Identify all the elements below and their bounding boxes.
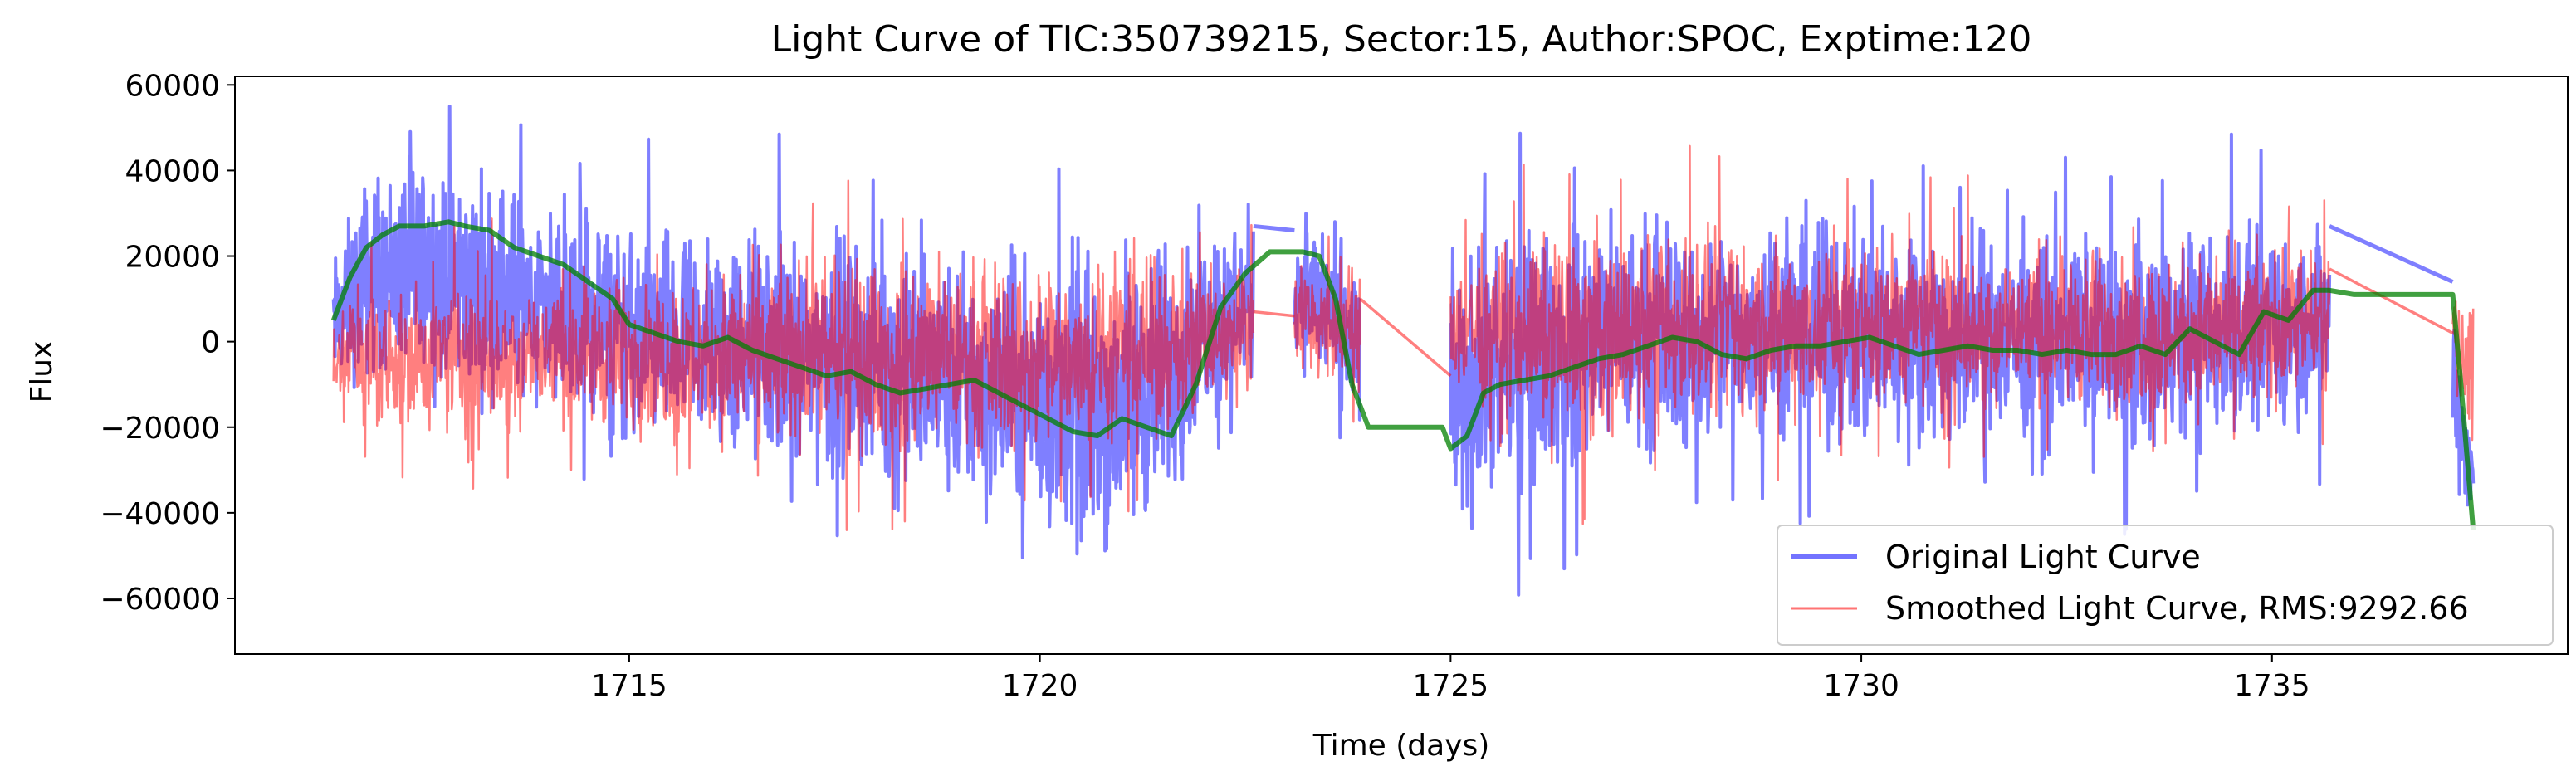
y-tick-label: 60000 [125, 69, 220, 103]
x-tick-label: 1725 [1413, 669, 1489, 703]
y-tick-label: 0 [201, 326, 220, 360]
legend-label: Original Light Curve [1885, 539, 2201, 575]
series-1-gap-line-2 [2329, 267, 2454, 334]
legend-box [1777, 525, 2554, 646]
series-1-gap-line-1 [1359, 297, 1452, 378]
x-axis: 1715 1720 1725 1730 1735 [591, 654, 2310, 703]
series-layer [330, 105, 2476, 597]
plot-area-frame [234, 76, 2569, 655]
series-1-segment-0 [332, 179, 1255, 532]
x-tick-label: 1720 [1002, 669, 1078, 703]
y-axis-label: Flux [25, 341, 59, 403]
y-tick-label: −60000 [100, 583, 220, 617]
chart-title: Light Curve of TIC:350739215, Sector:15,… [771, 18, 2032, 61]
series-1-segment-2 [1449, 144, 2331, 525]
legend: Original Light Curve Smoothed Light Curve… [1777, 525, 2554, 646]
series-0-gap-line-0 [1253, 223, 1295, 233]
series-0-gap-line-1 [2329, 224, 2454, 284]
legend-label: Smoothed Light Curve, RMS:9292.66 [1885, 590, 2469, 627]
y-tick-label: −20000 [100, 412, 220, 446]
y-tick-label: 20000 [125, 241, 220, 275]
y-tick-label: −40000 [100, 497, 220, 531]
series-1-gap-line-0 [1253, 310, 1295, 318]
x-tick-label: 1735 [2234, 669, 2310, 703]
x-axis-label: Time (days) [1312, 729, 1490, 763]
y-axis: −60000 −40000 −20000 0 20000 40000 60000 [100, 69, 235, 617]
series-2-trend-line [330, 219, 2476, 530]
x-tick-label: 1730 [1823, 669, 1899, 703]
series-1-segment-1 [1293, 235, 1361, 423]
y-tick-label: 40000 [125, 154, 220, 188]
series-1 [332, 144, 2475, 532]
x-tick-label: 1715 [591, 669, 667, 703]
